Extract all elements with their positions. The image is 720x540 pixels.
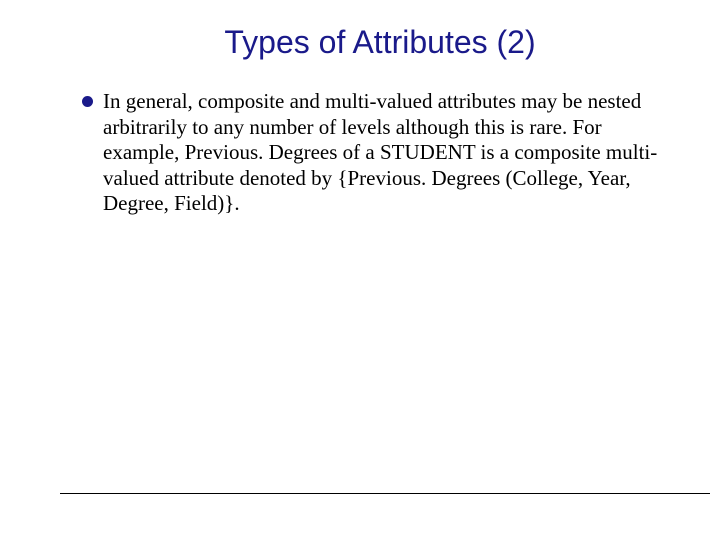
body-text: In general, composite and multi-valued a… [103, 89, 660, 217]
content-area: In general, composite and multi-valued a… [60, 89, 660, 217]
bullet-icon [82, 96, 93, 107]
bullet-item: In general, composite and multi-valued a… [82, 89, 660, 217]
slide-container: Types of Attributes (2) In general, comp… [0, 0, 720, 540]
horizontal-rule [60, 493, 710, 494]
slide-title: Types of Attributes (2) [100, 24, 660, 61]
